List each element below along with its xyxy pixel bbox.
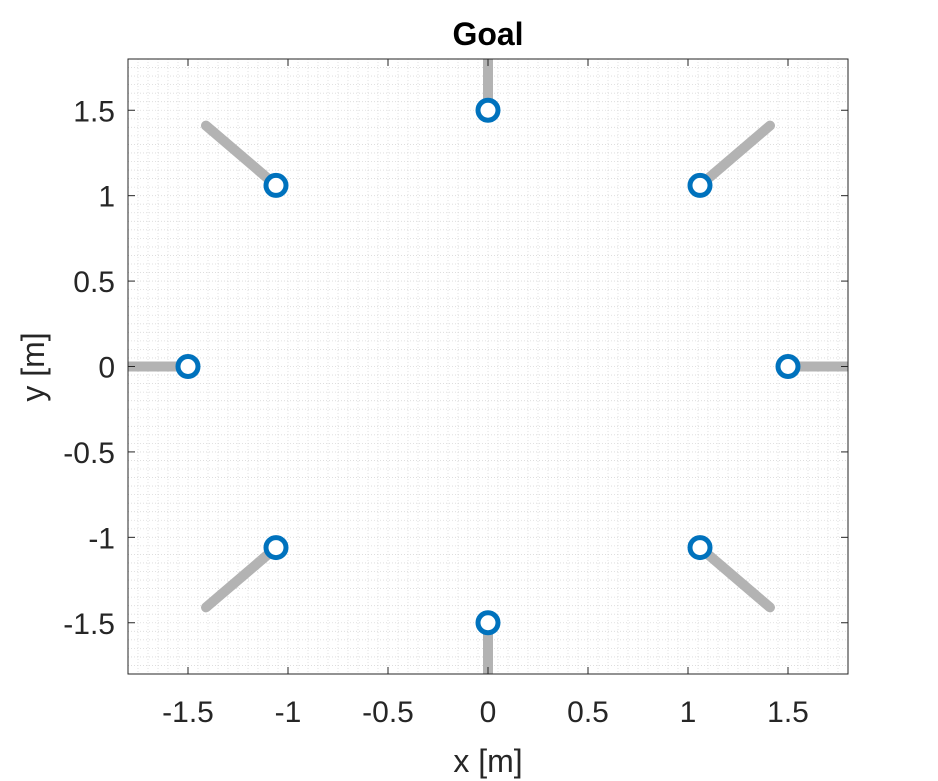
x-tick-label: 1.5 xyxy=(767,696,809,729)
axis-ticks: -1.5 -1 -0.5 0 0.5 1 1.5 -1.5 -1 -0.5 0 0.5 1 1.5 xyxy=(63,59,848,729)
y-tick-label: -0.5 xyxy=(63,437,115,470)
goal-point-marker xyxy=(263,172,289,198)
goal-point-marker xyxy=(475,97,501,123)
connector-segment xyxy=(201,120,281,191)
goal-point-marker xyxy=(175,354,201,379)
y-tick-label: -1 xyxy=(88,522,115,555)
y-tick-label: 1.5 xyxy=(73,95,115,128)
goal-point-marker xyxy=(687,172,713,198)
y-tick-label: 0.5 xyxy=(73,266,115,299)
x-tick-label: 1 xyxy=(680,696,697,729)
grid xyxy=(127,58,849,675)
connector-segment xyxy=(201,542,281,613)
y-axis-label: y [m] xyxy=(15,332,51,401)
x-tick-label: -1.5 xyxy=(162,696,214,729)
goal-point-marker xyxy=(475,610,501,636)
goal-point-marker xyxy=(263,535,289,561)
chart-title: Goal xyxy=(452,16,523,52)
connector-segment xyxy=(695,542,775,613)
x-axis-label: x [m] xyxy=(453,743,522,779)
goal-point-marker xyxy=(775,354,801,379)
y-tick-label: -1.5 xyxy=(63,608,115,641)
x-tick-label: 0.5 xyxy=(567,696,609,729)
goal-point-marker xyxy=(687,535,713,561)
goal-markers xyxy=(175,97,801,636)
connector-segment xyxy=(695,120,775,191)
y-tick-label: 1 xyxy=(98,181,115,214)
x-tick-label: -0.5 xyxy=(362,696,414,729)
y-tick-label: 0 xyxy=(98,352,115,385)
x-tick-label: -1 xyxy=(275,696,302,729)
x-tick-label: 0 xyxy=(480,696,497,729)
